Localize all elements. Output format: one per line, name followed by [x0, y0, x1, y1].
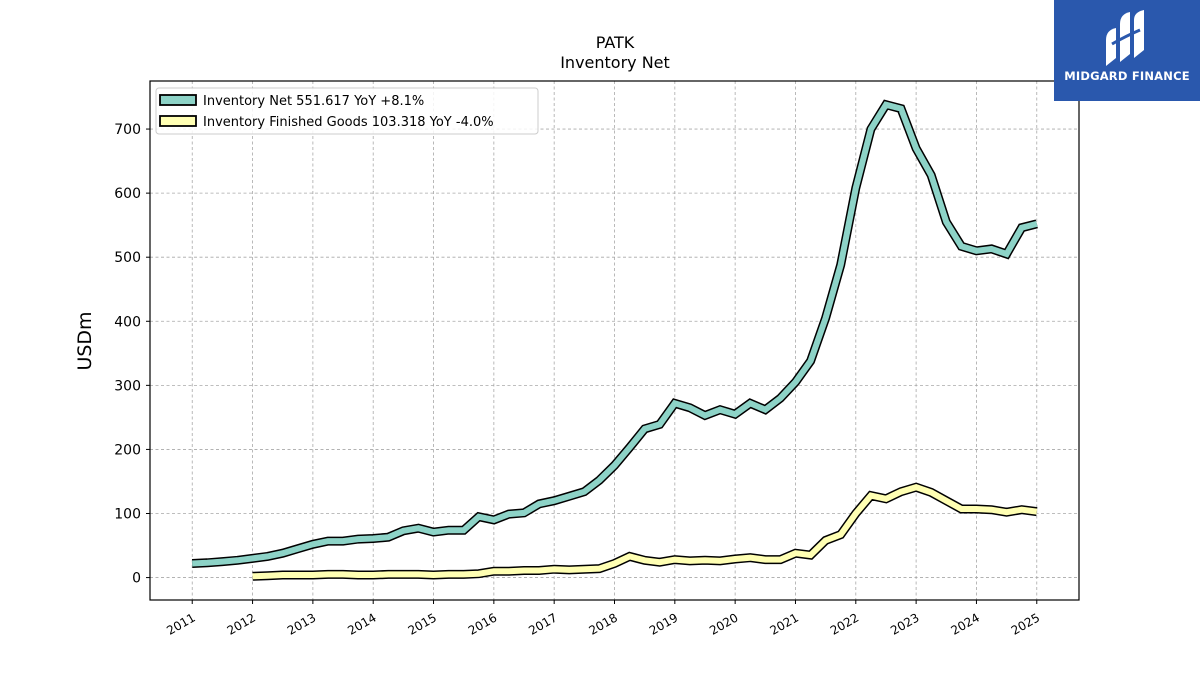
x-tick-label: 2016: [466, 610, 499, 637]
y-tick-label: 300: [114, 378, 141, 394]
y-tick-label: 100: [114, 507, 141, 523]
y-tick-label: 400: [114, 314, 141, 330]
x-tick-label: 2021: [768, 610, 801, 637]
x-tick-label: 2013: [285, 610, 318, 637]
x-tick-label: 2012: [225, 610, 258, 637]
series-layer: [191, 99, 1038, 581]
chart-subtitle: Inventory Net: [560, 53, 670, 72]
x-tick-label: 2020: [707, 610, 740, 637]
x-tick-label: 2023: [888, 610, 921, 637]
x-tick-label: 2014: [345, 610, 378, 637]
y-tick-label: 200: [114, 442, 141, 458]
chart-title: PATK: [596, 33, 635, 52]
legend-box: [155, 87, 539, 135]
legend-swatch: [159, 94, 197, 106]
x-tick-label: 2011: [164, 610, 197, 637]
x-tick-label: 2022: [828, 610, 861, 637]
x-tick-label: 2017: [526, 610, 559, 637]
y-tick-label: 700: [114, 122, 141, 138]
plot-frame: [149, 80, 1080, 601]
y-tick-label: 0: [132, 571, 141, 587]
y-tick-label: 600: [114, 186, 141, 202]
x-tick-label: 2024: [948, 610, 981, 637]
y-tick-label: 500: [114, 250, 141, 266]
legend-label: Inventory Finished Goods 103.318 YoY -4.…: [203, 115, 494, 130]
legend-label: Inventory Net 551.617 YoY +8.1%: [203, 94, 424, 109]
series-line: [252, 484, 1038, 580]
midgard-logo-icon: [1106, 10, 1144, 66]
x-tick-label: 2015: [406, 610, 439, 637]
grid-lines: [150, 81, 1079, 600]
x-tick-label: 2025: [1009, 610, 1042, 637]
x-tick-label: 2018: [587, 610, 620, 637]
brand-logo: MIDGARD FINANCE: [1054, 0, 1200, 101]
series-2: [252, 482, 1038, 581]
legend-swatch: [159, 115, 197, 127]
brand-name: MIDGARD FINANCE: [1064, 69, 1190, 83]
series-1: [191, 99, 1038, 568]
y-axis-label: USDm: [74, 311, 96, 370]
series-line: [192, 101, 1038, 567]
legend: Inventory Net 551.617 YoY +8.1% Inventory…: [155, 87, 539, 135]
x-tick-label: 2019: [647, 610, 680, 637]
